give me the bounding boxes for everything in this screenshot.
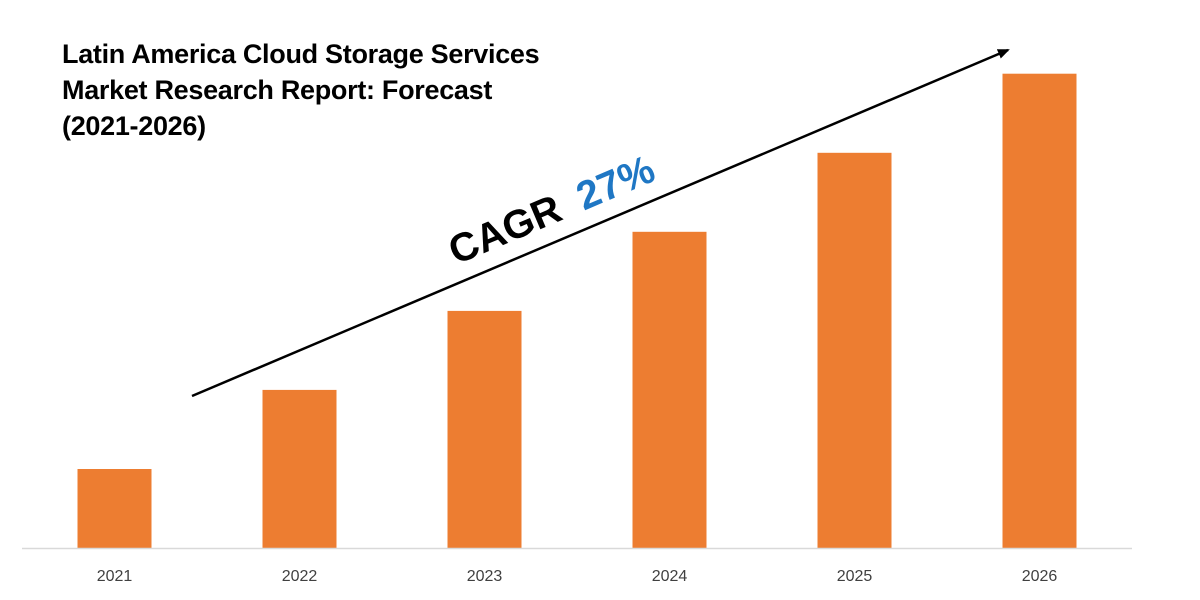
chart-title-line-1: Latin America Cloud Storage Services — [62, 39, 540, 69]
chart-title-line-3: (2021-2026) — [62, 111, 206, 141]
bars — [77, 73, 1077, 549]
chart-title: Latin America Cloud Storage Services Mar… — [62, 36, 582, 144]
bar-2024 — [632, 231, 707, 549]
x-tick-label: 2025 — [837, 568, 873, 585]
x-tick-label: 2021 — [97, 568, 133, 585]
trend-arrow — [191, 48, 1010, 398]
x-tick-label: 2026 — [1022, 568, 1058, 585]
x-tick-label: 2022 — [282, 568, 318, 585]
bar-2026 — [1002, 73, 1077, 548]
bar-2025 — [817, 152, 892, 549]
x-tick-label: 2024 — [652, 568, 688, 585]
cagr-value: 27% — [570, 147, 661, 219]
x-axis-tick-labels: 2021 2022 2023 2024 2025 2026 — [97, 568, 1058, 585]
x-tick-label: 2023 — [467, 568, 503, 585]
chart-title-line-2: Market Research Report: Forecast — [62, 75, 493, 105]
bar-2022 — [262, 389, 337, 548]
cagr-prefix: CAGR — [442, 187, 568, 274]
bar-2023 — [447, 310, 522, 548]
bar-2021 — [77, 469, 152, 548]
